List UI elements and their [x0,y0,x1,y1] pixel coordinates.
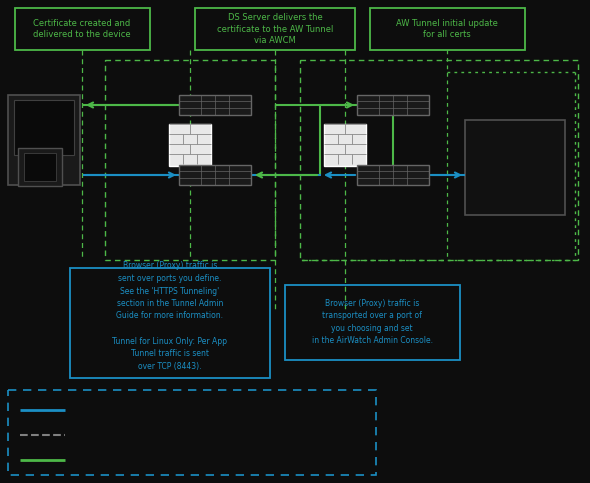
Text: DS Server delivers the
certificate to the AW Tunnel
via AWCM: DS Server delivers the certificate to th… [217,13,333,45]
Bar [8,390,376,475]
Bar [22,172,62,178]
Text: Browser (Proxy) traffic is
sent over ports you define.
See the 'HTTPS Tunneling': Browser (Proxy) traffic is sent over por… [113,261,228,370]
Bar [179,95,251,115]
Bar [285,285,460,360]
Text: Browser (Proxy) traffic is
transported over a port of
you choosing and set
in th: Browser (Proxy) traffic is transported o… [312,299,432,345]
Bar [300,60,578,260]
Bar [18,148,62,186]
Bar [357,95,429,115]
Bar [179,165,251,185]
Bar [8,95,80,185]
Bar [105,60,275,260]
Bar [15,8,150,50]
Bar [14,100,74,155]
Text: AW Tunnel initial update
for all certs: AW Tunnel initial update for all certs [396,19,498,40]
Bar [370,8,525,50]
Text: Certificate created and
delivered to the device: Certificate created and delivered to the… [33,19,131,40]
Bar [324,124,366,166]
Bar [24,153,56,181]
Bar [169,124,211,166]
Bar [22,162,62,168]
Bar [195,8,355,50]
Bar [357,165,429,185]
Bar [70,268,270,378]
Bar [465,120,565,215]
